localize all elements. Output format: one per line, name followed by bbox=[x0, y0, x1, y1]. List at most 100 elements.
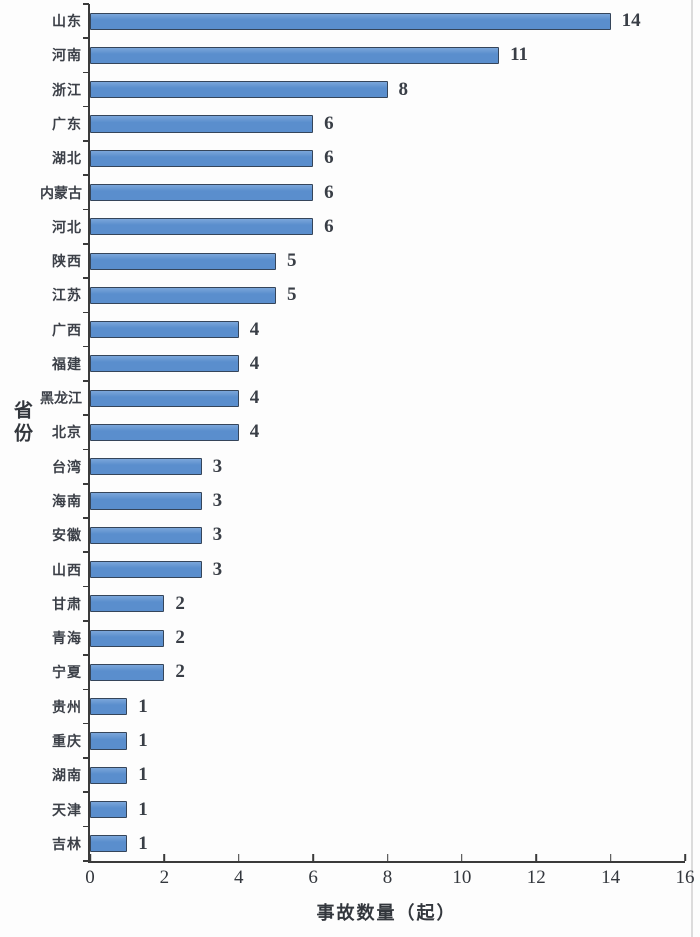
bar bbox=[90, 149, 314, 167]
x-tick-label: 0 bbox=[85, 867, 95, 888]
category-label: 河南 bbox=[52, 49, 82, 65]
value-label: 4 bbox=[249, 352, 260, 374]
value-label: 3 bbox=[212, 490, 223, 512]
category-label: 北京 bbox=[52, 426, 82, 442]
y-tick bbox=[83, 311, 89, 314]
chart-row: 浙江 8 bbox=[52, 73, 685, 107]
category-label: 重庆 bbox=[52, 735, 82, 750]
bar bbox=[90, 561, 202, 579]
bar bbox=[90, 423, 239, 442]
y-tick bbox=[83, 620, 89, 622]
chart-row: 广东 6 bbox=[52, 107, 685, 141]
y-tick bbox=[83, 654, 89, 656]
chart-row: 广西 4 bbox=[52, 313, 685, 347]
value-label: 6 bbox=[324, 215, 334, 237]
value-label: 5 bbox=[286, 250, 297, 272]
y-tick bbox=[83, 791, 89, 794]
category-label: 江苏 bbox=[52, 289, 82, 305]
value-label: 2 bbox=[175, 661, 185, 683]
y-tick bbox=[83, 140, 89, 142]
value-label: 4 bbox=[249, 421, 260, 443]
chart-row: 河北 6 bbox=[52, 210, 685, 244]
value-label: 5 bbox=[286, 284, 297, 306]
value-label: 8 bbox=[398, 78, 409, 100]
chart-row: 山东 14 bbox=[52, 4, 685, 38]
bar bbox=[90, 286, 276, 304]
value-label: 11 bbox=[510, 44, 529, 66]
category-label: 天津 bbox=[52, 803, 82, 819]
y-axis-title: 省份 bbox=[11, 400, 32, 446]
y-tick bbox=[83, 242, 89, 245]
x-tick bbox=[461, 854, 463, 861]
category-label: 海南 bbox=[52, 495, 82, 511]
chart-row: 青海 2 bbox=[52, 621, 685, 655]
x-tick-label: 12 bbox=[526, 867, 546, 888]
category-label: 河北 bbox=[52, 220, 82, 236]
category-label: 广西 bbox=[52, 323, 82, 339]
x-tick bbox=[684, 854, 686, 861]
value-label: 6 bbox=[324, 147, 334, 169]
chart-row: 甘肃 2 bbox=[52, 587, 685, 621]
value-label: 3 bbox=[212, 558, 223, 580]
y-tick bbox=[83, 860, 89, 862]
category-label: 山东 bbox=[52, 15, 82, 31]
bar bbox=[90, 458, 202, 476]
value-label: 4 bbox=[249, 318, 260, 340]
y-tick bbox=[83, 825, 89, 828]
y-tick bbox=[83, 208, 89, 211]
y-tick bbox=[83, 448, 89, 451]
category-label: 宁夏 bbox=[52, 666, 82, 682]
y-tick bbox=[83, 585, 89, 588]
chart-row: 安徽 3 bbox=[52, 518, 685, 552]
bar bbox=[90, 629, 165, 647]
category-label: 黑龙江 bbox=[40, 392, 82, 408]
category-label: 内蒙古 bbox=[40, 186, 82, 202]
chart-row: 陕西 5 bbox=[52, 244, 685, 278]
bar bbox=[90, 46, 500, 64]
x-tick bbox=[386, 854, 389, 861]
category-label: 青海 bbox=[52, 632, 82, 648]
x-tick bbox=[163, 854, 166, 861]
value-label: 1 bbox=[138, 695, 148, 717]
value-label: 1 bbox=[138, 730, 148, 751]
bar bbox=[90, 252, 276, 270]
bar bbox=[90, 218, 314, 236]
y-tick bbox=[83, 174, 89, 176]
y-tick bbox=[83, 71, 89, 74]
chart-row: 河南 11 bbox=[52, 38, 685, 72]
category-label: 浙江 bbox=[52, 83, 82, 99]
value-label: 6 bbox=[324, 112, 334, 134]
chart-row: 宁夏 2 bbox=[52, 655, 685, 689]
chart-row: 黑龙江 4 bbox=[40, 381, 685, 415]
category-label: 陕西 bbox=[52, 255, 82, 271]
bar bbox=[90, 355, 239, 373]
y-tick bbox=[83, 414, 89, 416]
chart-row: 北京 4 bbox=[52, 415, 685, 449]
y-tick bbox=[83, 517, 89, 519]
value-label: 1 bbox=[138, 798, 148, 820]
bar bbox=[90, 81, 388, 99]
bar bbox=[90, 698, 128, 716]
y-tick bbox=[83, 37, 89, 39]
y-tick bbox=[83, 105, 89, 108]
category-label: 广东 bbox=[52, 117, 82, 133]
value-label: 1 bbox=[138, 764, 148, 786]
x-tick bbox=[89, 854, 91, 861]
y-tick bbox=[83, 345, 89, 348]
value-label: 3 bbox=[212, 524, 223, 546]
y-tick bbox=[83, 551, 89, 554]
x-tick bbox=[535, 854, 538, 861]
value-label: 4 bbox=[249, 387, 260, 409]
x-tick-label: 8 bbox=[382, 867, 393, 888]
plot-area: 山东 14 河南 11 浙江 8 广东 6 湖北 6 内蒙古 6 河北 6 陕西 5 江苏 5 广西 4 福建 4 黑龙江 4… bbox=[40, 3, 695, 888]
bar bbox=[90, 12, 611, 30]
bar bbox=[90, 835, 128, 853]
chart-row: 江苏 5 bbox=[52, 278, 685, 312]
bar bbox=[90, 183, 314, 202]
chart-row: 湖南 1 bbox=[52, 758, 685, 792]
category-label: 湖南 bbox=[52, 769, 82, 785]
y-tick bbox=[83, 722, 89, 725]
bar bbox=[90, 115, 314, 133]
y-tick bbox=[83, 380, 89, 382]
